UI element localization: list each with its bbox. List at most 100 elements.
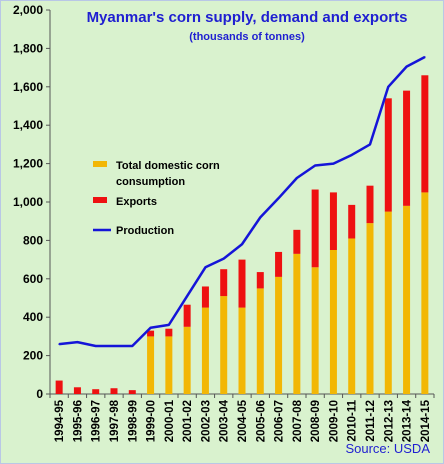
chart-title: Myanmar's corn supply, demand and export… — [86, 9, 408, 26]
y-tick-label: 0 — [36, 387, 43, 401]
exports-bar — [256, 272, 264, 289]
x-tick-label: 2007-08 — [292, 399, 304, 442]
production-point — [296, 177, 298, 179]
y-tick-label: 800 — [23, 233, 43, 247]
production-point — [405, 65, 408, 68]
exports-bar — [201, 286, 209, 308]
legend-label-consumption-line1: Total domestic corn — [116, 160, 220, 172]
production-point — [168, 324, 170, 326]
y-tick-label: 200 — [23, 349, 43, 363]
production-point — [241, 243, 243, 246]
legend-label-consumption-line2: consumption — [116, 176, 185, 188]
exports-bar — [165, 328, 173, 337]
consumption-bar — [201, 307, 209, 394]
exports-bar — [384, 98, 392, 212]
exports-bar — [329, 192, 337, 250]
exports-bar — [220, 269, 228, 297]
exports-bar — [92, 389, 100, 394]
exports-bar — [421, 75, 429, 193]
x-tick-label: 2008-09 — [310, 400, 322, 442]
production-point — [204, 266, 207, 269]
production-point — [369, 143, 371, 146]
y-tick-label: 400 — [23, 310, 43, 324]
exports-bar — [183, 304, 191, 327]
production-point — [131, 345, 134, 347]
consumption-bar — [348, 238, 356, 394]
source-note: Source: USDA — [345, 441, 430, 456]
consumption-bar — [256, 288, 264, 394]
x-tick-label: 2014-15 — [420, 399, 432, 442]
x-tick-label: 1997-98 — [109, 399, 121, 442]
y-tick-label: 1,400 — [13, 118, 43, 132]
consumption-bar — [329, 250, 337, 394]
consumption-bar — [183, 326, 191, 394]
consumption-bar — [238, 307, 246, 394]
x-tick-label: 1999-00 — [146, 400, 158, 442]
consumption-bar — [293, 253, 301, 394]
consumption-bar — [147, 336, 155, 394]
y-tick-label: 1,000 — [13, 195, 43, 209]
x-tick-label: 2000-01 — [164, 399, 176, 442]
production-point — [113, 345, 115, 347]
production-point — [350, 154, 353, 156]
production-point — [149, 326, 152, 329]
x-tick-label: 2003-04 — [219, 399, 231, 442]
x-tick-label: 2001-02 — [182, 400, 194, 442]
legend-label-exports: Exports — [116, 196, 157, 208]
x-tick-label: 1994-95 — [54, 399, 66, 442]
consumption-bar — [275, 276, 283, 394]
exports-bar — [293, 229, 301, 254]
production-point — [387, 86, 390, 88]
x-tick-label: 2002-03 — [200, 400, 212, 442]
consumption-bar — [311, 267, 319, 394]
x-tick-label: 2004-05 — [237, 399, 249, 442]
y-tick-label: 2,000 — [13, 3, 43, 17]
consumption-bar — [384, 211, 392, 394]
production-point — [58, 343, 60, 345]
consumption-bar — [421, 192, 429, 394]
production-point — [424, 56, 426, 58]
exports-bar — [55, 380, 63, 394]
x-tick-label: 2009-10 — [328, 400, 340, 442]
y-tick-label: 1,600 — [13, 80, 43, 94]
legend-swatch-consumption — [93, 161, 107, 167]
legend-label-production: Production — [116, 225, 174, 237]
y-tick-label: 600 — [23, 272, 43, 286]
production-point — [222, 257, 225, 260]
exports-bar — [147, 330, 155, 337]
exports-bar — [311, 189, 319, 268]
exports-bar — [348, 204, 356, 239]
x-tick-label: 2010-11 — [347, 399, 359, 441]
exports-bar — [275, 251, 283, 277]
x-tick-label: 2011-12 — [365, 400, 377, 442]
x-tick-label: 2006-07 — [274, 400, 286, 442]
exports-bar — [110, 388, 118, 394]
x-tick-label: 1996-97 — [91, 400, 103, 442]
x-tick-label: 2005-06 — [255, 400, 267, 442]
exports-bar — [128, 390, 136, 394]
production-point — [314, 164, 316, 167]
y-tick-label: 1,800 — [13, 41, 43, 55]
exports-bar — [403, 90, 411, 206]
x-tick-label: 1995-96 — [72, 400, 84, 442]
production-point — [332, 162, 335, 165]
production-point — [94, 345, 97, 347]
production-point — [76, 341, 79, 343]
exports-bar — [73, 387, 81, 394]
legend-swatch-exports — [93, 197, 107, 203]
x-tick-label: 2013-14 — [402, 399, 414, 442]
exports-bar — [238, 259, 246, 308]
chart-subtitle: (thousands of tonnes) — [189, 31, 305, 43]
consumption-bar — [403, 205, 411, 394]
y-tick-label: 1,200 — [13, 157, 43, 171]
x-tick-label: 2012-13 — [383, 400, 395, 442]
production-point — [277, 197, 280, 199]
exports-bar — [366, 185, 374, 224]
x-tick-label: 1998-99 — [127, 400, 139, 442]
production-point — [186, 295, 188, 297]
consumption-bar — [366, 223, 374, 394]
consumption-bar — [220, 296, 228, 394]
consumption-bar — [165, 336, 173, 394]
production-point — [259, 216, 262, 219]
